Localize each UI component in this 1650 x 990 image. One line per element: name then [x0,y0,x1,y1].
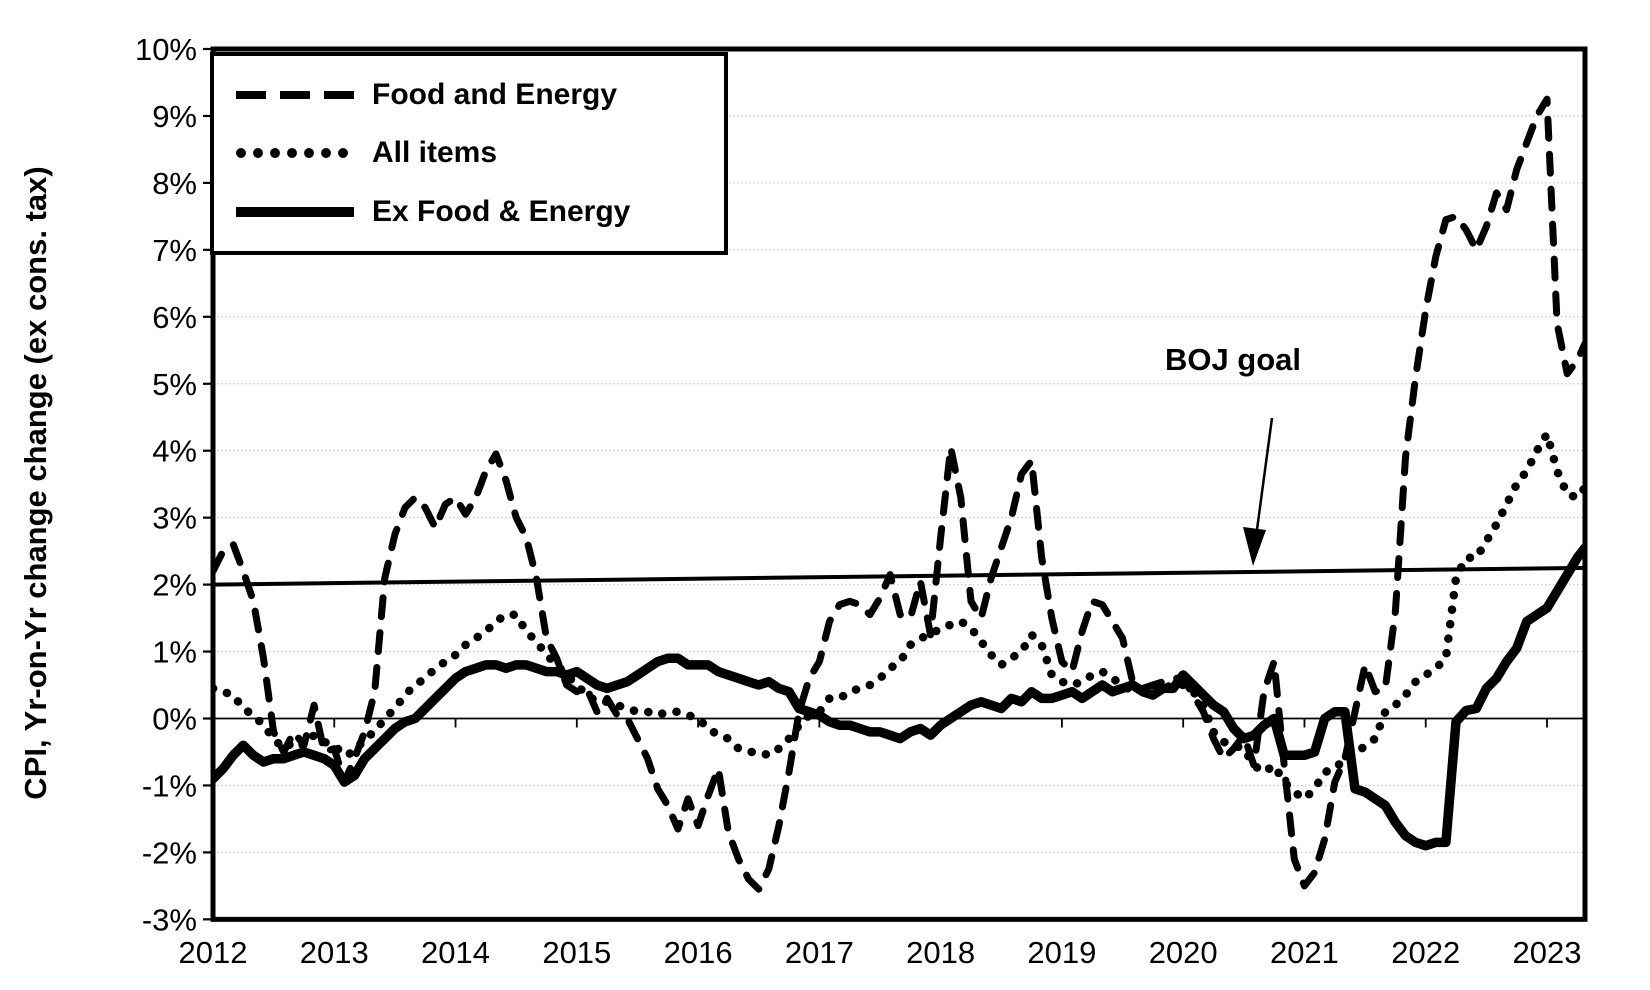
y-tick-label: 6% [152,300,197,335]
x-tick-label: 2019 [1027,935,1096,970]
y-axis-title: CPI, Yr-on-Yr change change (ex cons. ta… [18,166,53,800]
x-tick-label: 2022 [1391,935,1460,970]
y-tick-label: -2% [142,835,197,870]
y-tick-label: 3% [152,501,197,536]
y-tick-label: 7% [152,233,197,268]
x-tick-label: 2017 [785,935,854,970]
y-tick-label: 4% [152,434,197,469]
plot-border [210,46,1588,922]
solid-line-icon [236,206,354,217]
boj-goal-arrow [1254,417,1274,538]
legend-item-food-and-energy: Food and Energy [236,78,724,112]
x-tick-label: 2014 [421,935,490,970]
y-tick-label: -1% [142,768,197,803]
legend-label: Ex Food & Energy [372,194,631,228]
legend-label: Food and Energy [372,78,618,112]
y-tick-label: -3% [142,902,197,937]
legend-box: Food and Energy All items Ex Food & Ener… [210,52,728,255]
x-tick-label: 2015 [542,935,611,970]
y-tick-label: 9% [152,99,197,134]
y-tick-label: 8% [152,166,197,201]
legend-label: All items [372,136,498,170]
dotted-line-icon [236,148,354,159]
boj-goal-line [212,565,1586,587]
y-tick-label: 2% [152,568,197,603]
x-tick-label: 2018 [906,935,975,970]
series-all-items-line [213,429,1585,804]
x-tick-label: 2020 [1149,935,1218,970]
x-tick-label: 2013 [300,935,369,970]
y-tick-label: 1% [152,635,197,670]
x-tick-label: 2023 [1513,935,1582,970]
y-tick-label: 0% [152,702,197,737]
series-food-and-energy-line [213,95,1585,893]
x-tick-label: 2016 [664,935,733,970]
y-tick-label: 10% [135,32,197,67]
boj-goal-arrowhead [1243,527,1266,566]
x-tick-label: 2021 [1270,935,1339,970]
legend-item-ex-food-energy: Ex Food & Energy [236,195,724,229]
y-tick-label: 5% [152,367,197,402]
series-ex-food-energy-line [213,543,1585,851]
legend-item-all-items: All items [236,136,724,170]
boj-goal-annotation: BOJ goal [1164,342,1302,377]
dashed-line-icon [236,91,354,100]
x-tick-label: 2012 [179,935,248,970]
